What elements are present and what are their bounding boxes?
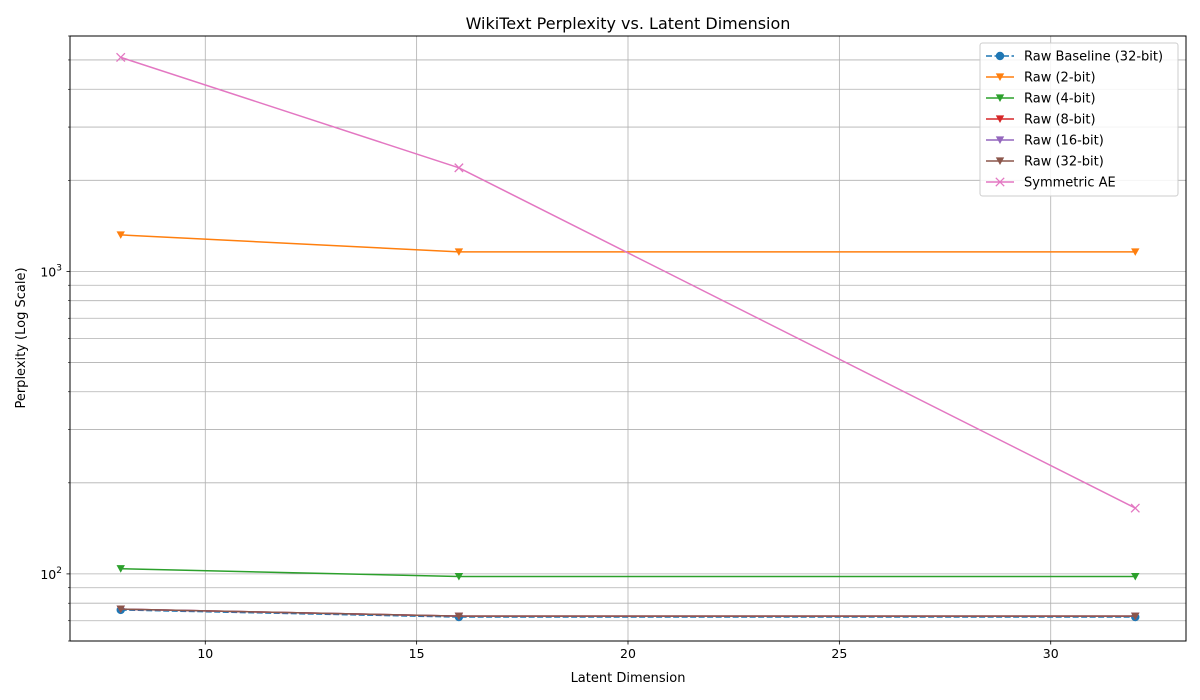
data-point bbox=[454, 572, 464, 581]
legend-item: Raw (32-bit) bbox=[986, 155, 1104, 170]
legend-label: Raw (16-bit) bbox=[1024, 134, 1104, 149]
y-axis-label: Perplexity (Log Scale) bbox=[14, 267, 29, 408]
series-2 bbox=[116, 231, 1140, 256]
series-7 bbox=[116, 52, 1140, 513]
legend-marker bbox=[995, 157, 1005, 165]
y-tick-label: 103 bbox=[40, 263, 62, 279]
legend-item: Raw (16-bit) bbox=[986, 134, 1104, 149]
legend-marker bbox=[995, 177, 1005, 187]
data-point bbox=[1131, 572, 1140, 581]
data-point bbox=[454, 248, 464, 256]
y-tick-exponent: 3 bbox=[56, 263, 62, 273]
y-tick-base: 10 bbox=[40, 567, 56, 582]
legend-item: Raw (4-bit) bbox=[986, 92, 1096, 107]
legend-item: Raw (8-bit) bbox=[986, 113, 1096, 128]
data-point bbox=[1131, 612, 1140, 621]
x-tick-label: 10 bbox=[197, 646, 213, 661]
data-point bbox=[454, 163, 464, 173]
x-tick-label: 30 bbox=[1043, 646, 1059, 661]
data-point bbox=[116, 52, 126, 63]
data-point bbox=[1131, 248, 1140, 256]
legend-marker bbox=[995, 51, 1005, 61]
legend-item: Symmetric AE bbox=[986, 176, 1116, 191]
data-point bbox=[116, 605, 125, 614]
x-tick-label: 25 bbox=[831, 646, 847, 661]
legend-label: Symmetric AE bbox=[1024, 176, 1116, 191]
x-axis-label: Latent Dimension bbox=[571, 671, 686, 686]
chart-title: WikiText Perplexity vs. Latent Dimension bbox=[466, 14, 791, 33]
y-tick-exponent: 2 bbox=[56, 566, 62, 576]
series-layer bbox=[116, 52, 1140, 622]
legend-marker bbox=[995, 94, 1005, 102]
legend-item: Raw Baseline (32-bit) bbox=[986, 50, 1163, 65]
x-tick-label: 20 bbox=[620, 646, 636, 661]
x-tick-label: 15 bbox=[409, 646, 425, 661]
legend-marker bbox=[995, 115, 1005, 123]
legend-marker bbox=[995, 73, 1005, 81]
data-point bbox=[454, 612, 464, 621]
legend-item: Raw (2-bit) bbox=[986, 71, 1096, 86]
y-tick-base: 10 bbox=[40, 264, 56, 279]
legend-label: Raw (4-bit) bbox=[1024, 92, 1096, 107]
legend-label: Raw (8-bit) bbox=[1024, 113, 1096, 128]
data-point bbox=[116, 565, 125, 573]
series-6 bbox=[116, 605, 1140, 621]
legend: Raw Baseline (32-bit) Raw (2-bit) Raw (4-b… bbox=[979, 42, 1179, 197]
legend-label: Raw (32-bit) bbox=[1024, 155, 1104, 170]
legend-marker bbox=[995, 136, 1005, 144]
legend-label: Raw Baseline (32-bit) bbox=[1024, 50, 1163, 65]
series-line bbox=[120, 609, 1136, 618]
y-tick-label: 102 bbox=[40, 566, 62, 582]
data-point bbox=[116, 231, 125, 239]
legend-box bbox=[979, 42, 1179, 197]
data-point bbox=[1130, 503, 1140, 513]
legend-label: Raw (2-bit) bbox=[1024, 71, 1096, 86]
series-3 bbox=[116, 565, 1140, 581]
